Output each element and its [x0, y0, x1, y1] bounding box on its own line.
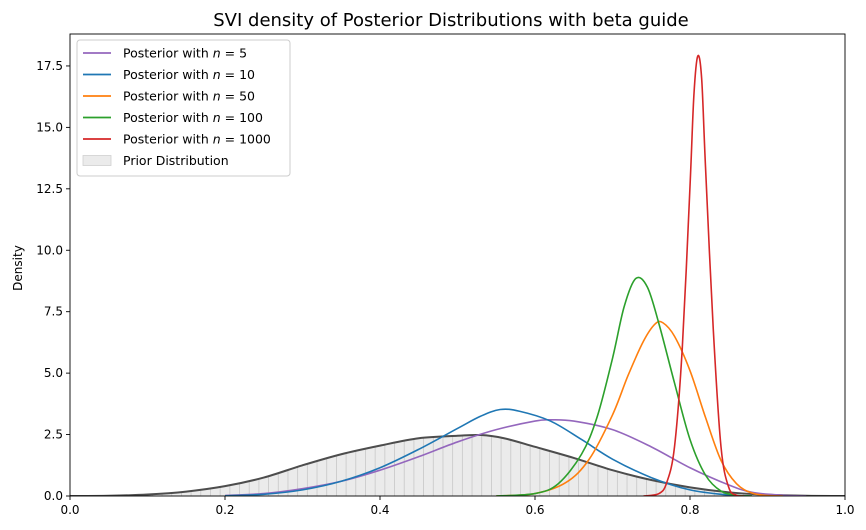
- y-tick-label: 17.5: [36, 59, 63, 73]
- legend-label-prior: Prior Distribution: [123, 153, 229, 168]
- x-tick-label: 0.6: [525, 503, 544, 517]
- plot-area: [70, 54, 845, 496]
- legend-swatch-prior: [82, 155, 112, 166]
- y-tick-label: 2.5: [44, 428, 63, 442]
- axes-frame: [69, 33, 846, 497]
- y-tick-label: 5.0: [44, 366, 63, 380]
- series-line-n100: [496, 276, 753, 496]
- y-tick-label: 7.5: [44, 305, 63, 319]
- y-tick-label: 0.0: [44, 489, 63, 503]
- y-axis-title: Density: [11, 245, 25, 291]
- y-tick-label: 10.0: [36, 243, 63, 257]
- legend: Posterior with n = 5 Posterior with n = 1…: [76, 39, 291, 177]
- legend-box: [76, 39, 291, 177]
- legend-label: Posterior with n = 100: [123, 110, 263, 125]
- y-tick-label: 15.0: [36, 120, 63, 134]
- chart-title: SVI density of Posterior Distributions w…: [213, 10, 689, 31]
- x-tick-label: 1.0: [835, 503, 854, 517]
- y-tick-label: 12.5: [36, 182, 63, 196]
- x-tick-label: 0.0: [60, 503, 79, 517]
- series-line-n1000: [643, 54, 745, 496]
- legend-label: Posterior with n = 5: [123, 46, 247, 61]
- legend-label: Posterior with n = 50: [123, 89, 255, 104]
- prior-outline: [70, 433, 845, 496]
- axes: 0.0 0.2 0.4 0.6 0.8 1.0 0.0 2.5 5.0 7.5 10.0 12.5 15…: [36, 33, 855, 517]
- x-tick-label: 0.2: [215, 503, 234, 517]
- series-line-n50: [496, 320, 784, 496]
- legend-label: Posterior with n = 10: [123, 67, 255, 82]
- legend-label: Posterior with n = 1000: [123, 132, 271, 147]
- x-tick-label: 0.8: [680, 503, 699, 517]
- series-line-n10: [224, 408, 753, 496]
- x-tick-label: 0.4: [370, 503, 389, 517]
